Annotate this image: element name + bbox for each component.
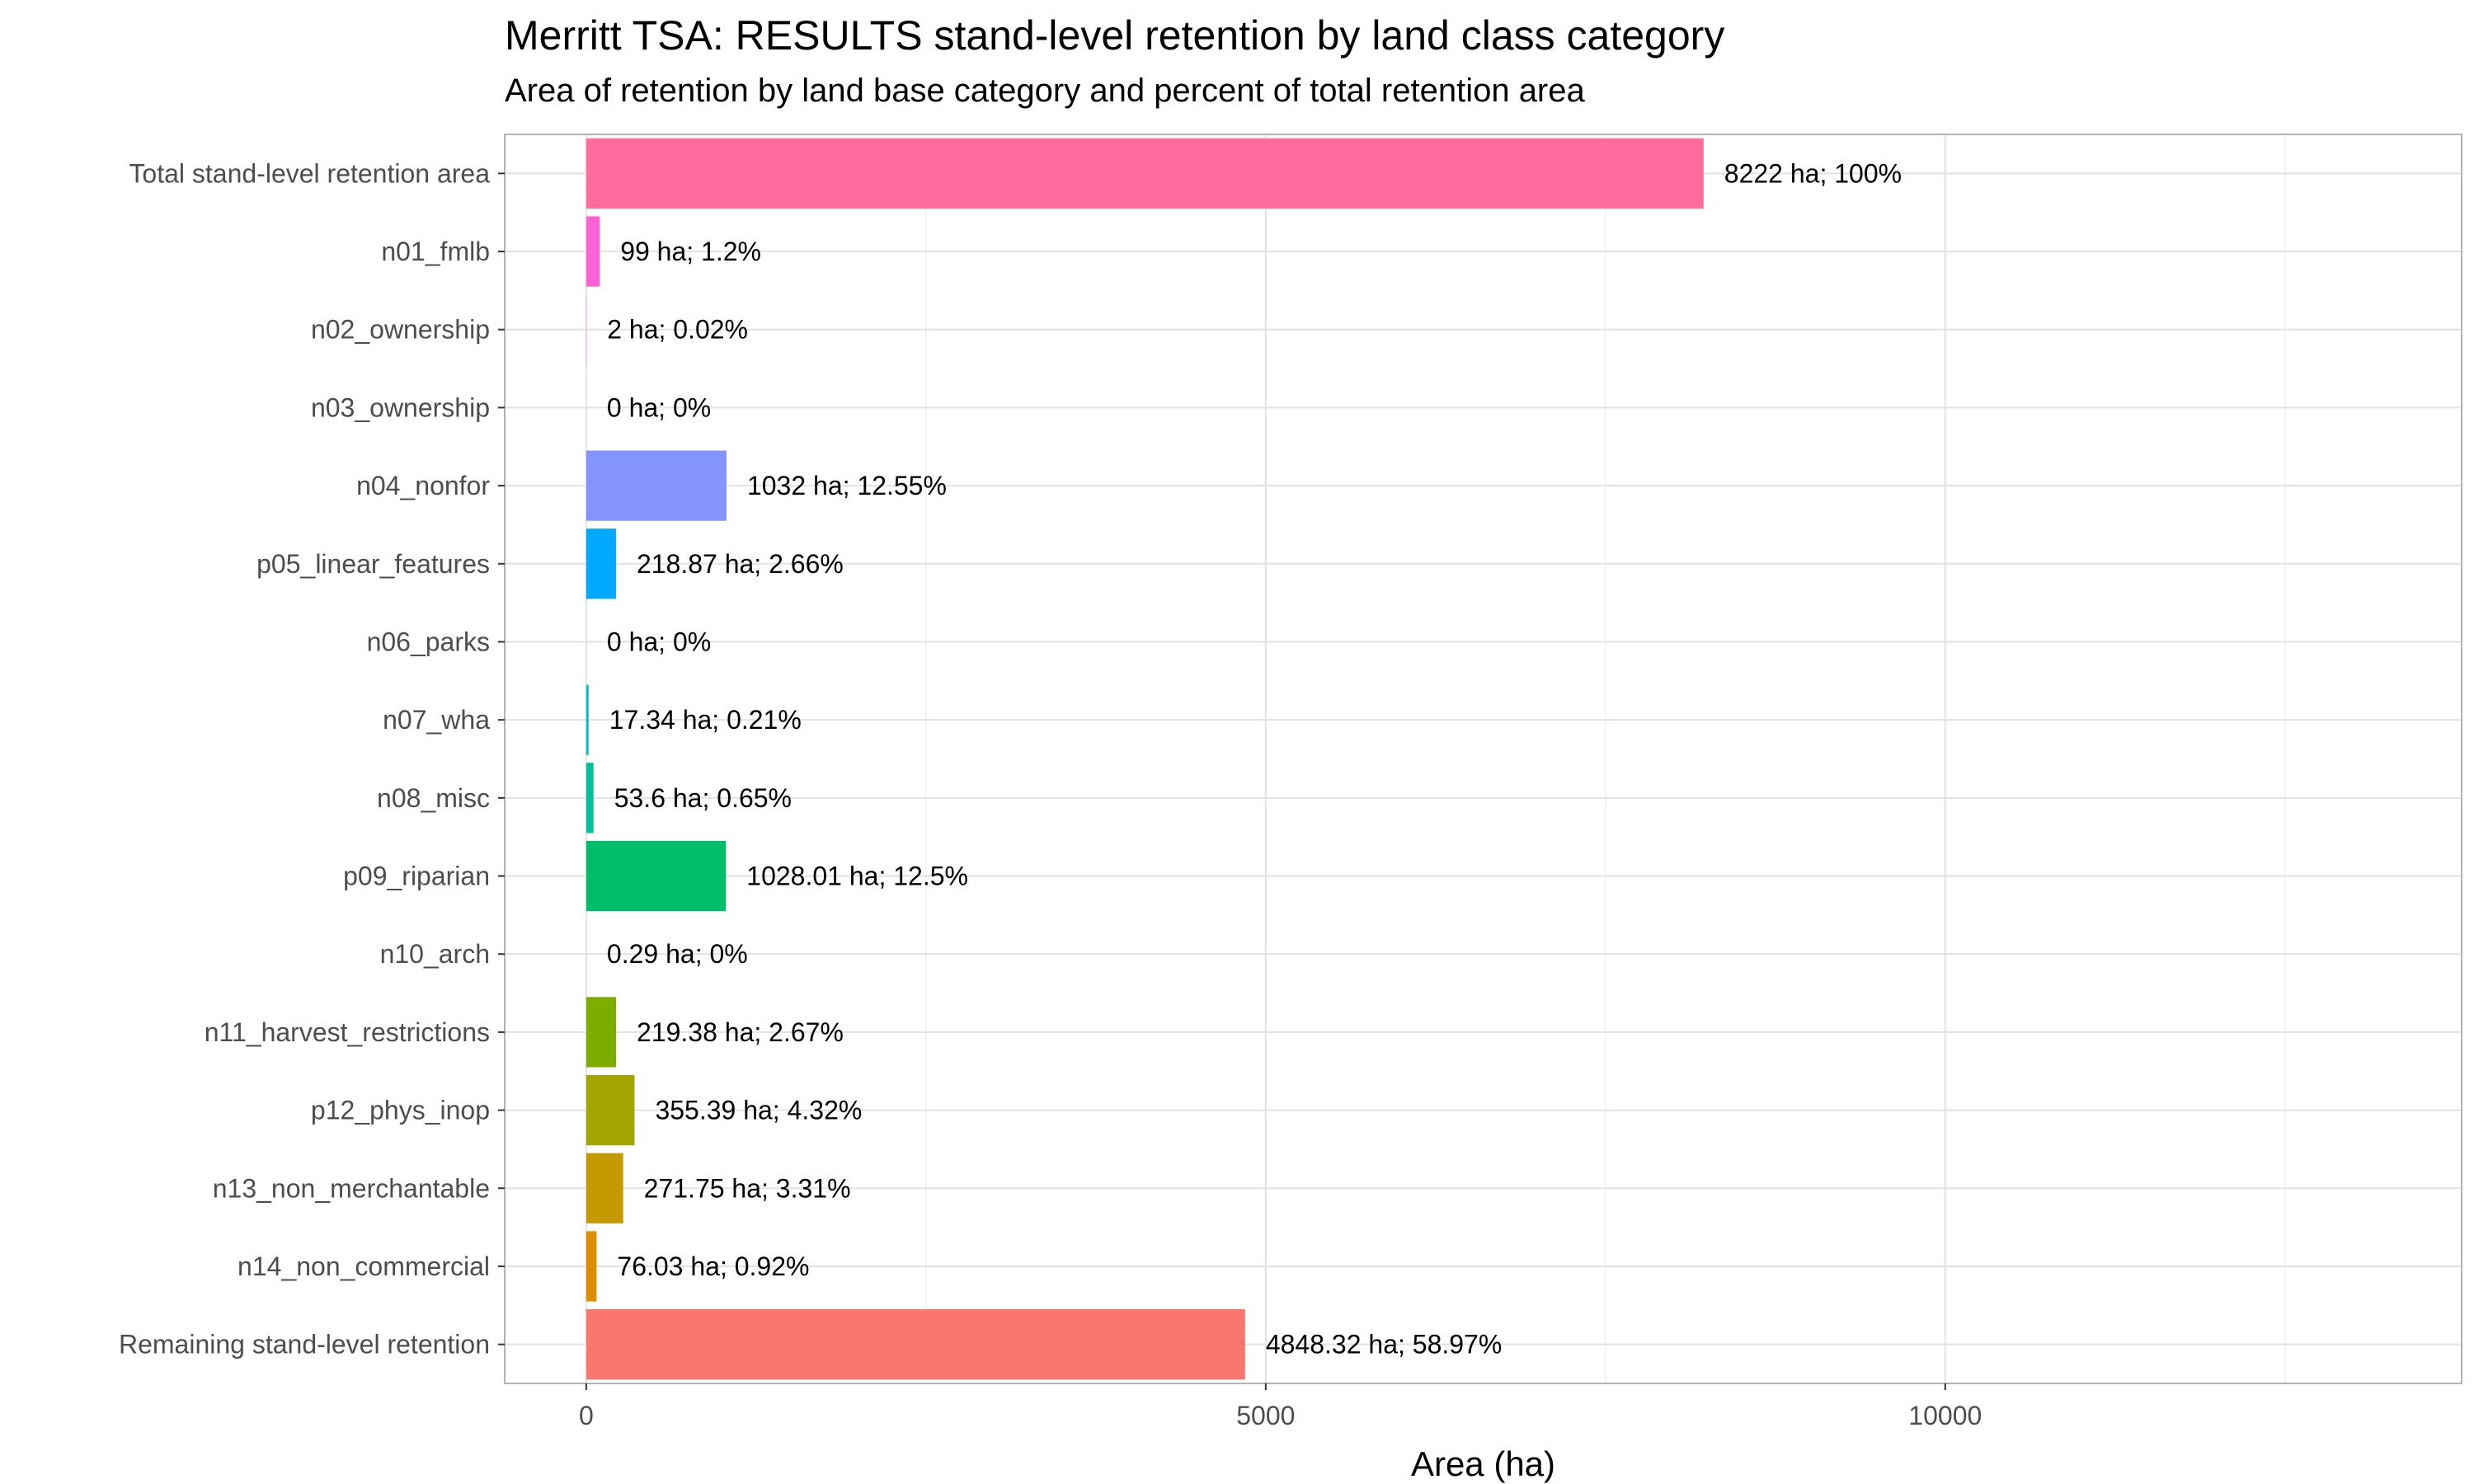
y-tick-label: n08_misc — [377, 783, 490, 813]
bar-value-label: 0 ha; 0% — [607, 627, 711, 656]
y-tick-label: n10_arch — [380, 939, 490, 969]
bar-value-label: 1032 ha; 12.55% — [747, 471, 947, 500]
bar-value-label: 0 ha; 0% — [607, 392, 711, 422]
bar-value-label: 219.38 ha; 2.67% — [637, 1017, 844, 1047]
y-tick-label: n13_non_merchantable — [213, 1173, 490, 1203]
bar — [586, 684, 589, 755]
bar — [586, 840, 727, 912]
x-tick-label: 0 — [579, 1401, 594, 1430]
y-tick-label: n06_parks — [367, 627, 490, 656]
y-tick-label: n04_nonfor — [356, 471, 490, 500]
bar — [586, 138, 1704, 209]
bar-value-label: 218.87 ha; 2.66% — [637, 549, 844, 579]
bar — [586, 528, 616, 599]
bar-labels: 8222 ha; 100% 99 ha; 1.2% 2 ha; 0.02% 0 ha;… — [607, 158, 1902, 1359]
y-tick-label: p05_linear_features — [256, 549, 490, 579]
minor-gridlines — [925, 134, 2286, 1383]
bar — [586, 1231, 597, 1302]
bar — [586, 450, 727, 521]
bar-value-label: 99 ha; 1.2% — [620, 237, 761, 266]
y-tick-label: Remaining stand-level retention — [119, 1330, 490, 1360]
y-axis-ticks: Total stand-level retention area n01_fmlb… — [119, 158, 505, 1360]
y-tick-label: p12_phys_inop — [311, 1096, 490, 1125]
bar-value-label: 2 ha; 0.02% — [607, 315, 748, 345]
plot-panel-border — [504, 134, 2462, 1384]
bar-value-label: 17.34 ha; 0.21% — [609, 705, 802, 735]
y-tick-label: n07_wha — [383, 705, 490, 735]
y-tick-label: n03_ownership — [311, 392, 490, 422]
chart-subtitle: Area of retention by land base category … — [505, 73, 1585, 109]
bar-value-label: 1028.01 ha; 12.5% — [746, 862, 968, 891]
bar — [586, 1309, 1245, 1380]
x-tick-label: 10000 — [1908, 1401, 1982, 1430]
bar-value-label: 0.29 ha; 0% — [607, 939, 748, 969]
x-axis-title: Area (ha) — [1411, 1444, 1555, 1483]
bar-value-label: 4848.32 ha; 58.97% — [1266, 1330, 1502, 1360]
bar-value-label: 271.75 ha; 3.31% — [644, 1173, 851, 1203]
bar-value-label: 8222 ha; 100% — [1724, 158, 1902, 188]
x-tick-label: 5000 — [1236, 1401, 1295, 1430]
y-tick-label: n11_harvest_restrictions — [205, 1017, 490, 1047]
bar — [586, 1074, 635, 1146]
x-axis-ticks: 0 5000 10000 — [579, 1383, 1982, 1430]
bar — [586, 997, 617, 1068]
y-tick-label: n14_non_commercial — [238, 1252, 490, 1281]
y-tick-label: Total stand-level retention area — [129, 158, 490, 188]
bars — [586, 138, 1704, 1380]
bar-value-label: 53.6 ha; 0.65% — [614, 783, 792, 813]
bar — [586, 763, 594, 834]
bar-value-label: 355.39 ha; 4.32% — [655, 1096, 862, 1125]
y-tick-label: p09_riparian — [343, 862, 490, 891]
bar — [586, 1153, 623, 1223]
bar — [586, 216, 600, 287]
chart-title: Merritt TSA: RESULTS stand-level retenti… — [505, 12, 1725, 59]
y-tick-label: n02_ownership — [311, 315, 490, 345]
bar-value-label: 76.03 ha; 0.92% — [617, 1252, 809, 1281]
y-tick-label: n01_fmlb — [381, 237, 490, 266]
